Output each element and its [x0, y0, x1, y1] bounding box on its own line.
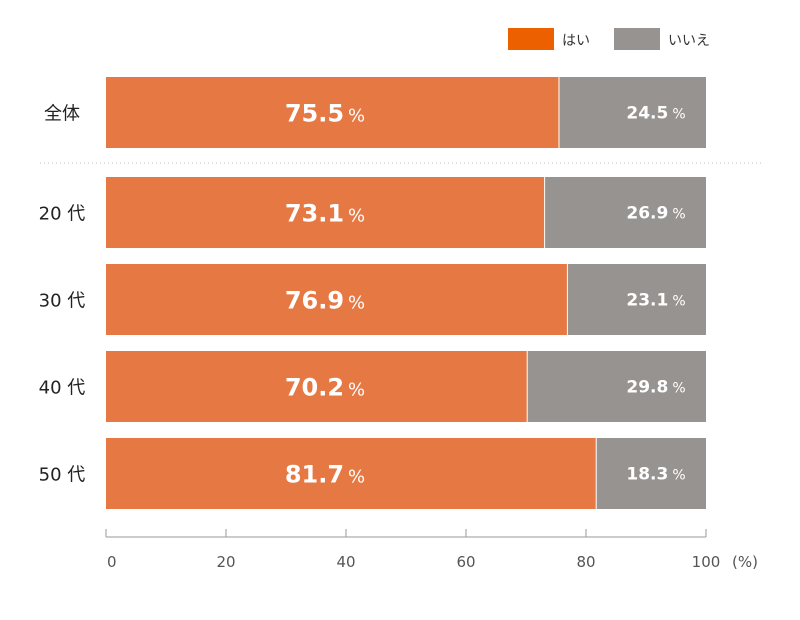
category-label: 20 代 — [39, 204, 86, 225]
data-label-yes: 73.1% — [285, 200, 365, 228]
x-tick-label: 100 — [692, 553, 721, 571]
data-label-no: 18.3% — [626, 465, 685, 485]
bar-yes — [106, 77, 559, 148]
x-tick-label: 20 — [216, 553, 235, 571]
category-label: 40 代 — [39, 378, 86, 399]
bar-no — [527, 351, 706, 422]
data-label-yes: 76.9% — [285, 287, 365, 315]
category-label: 全体 — [44, 104, 80, 125]
data-label-no: 24.5% — [626, 104, 685, 124]
data-label-yes: 75.5% — [285, 100, 365, 128]
bar-no — [567, 264, 706, 335]
legend-swatch-no — [614, 28, 660, 50]
x-tick-label: 80 — [576, 553, 595, 571]
x-unit-label: (%) — [732, 553, 758, 571]
bar-yes — [106, 351, 528, 422]
data-label-no: 23.1% — [626, 291, 685, 311]
legend-label-no: いいえ — [668, 33, 710, 49]
bar-yes — [106, 264, 568, 335]
data-label-yes: 81.7% — [285, 461, 365, 489]
legend: はい いいえ — [508, 28, 710, 50]
bar-yes — [106, 177, 545, 248]
bars-group: 全体 75.5% 24.5 % 20 代 73.1% 26.9 % 30 代 76.9% 23.1%… — [39, 77, 706, 509]
legend-swatch-yes — [508, 28, 554, 50]
bar-yes — [106, 438, 597, 509]
category-label: 30 代 — [39, 291, 86, 312]
data-label-no: 26.9% — [626, 204, 685, 224]
bar-no — [596, 438, 706, 509]
x-axis: 0 20 40 60 80 100 (%) — [105, 529, 758, 571]
x-tick-label: 0 — [107, 553, 117, 571]
x-tick-label: 40 — [336, 553, 355, 571]
data-label-no: 29.8% — [626, 378, 685, 398]
data-label-yes: 70.2% — [285, 374, 365, 402]
bar-no — [559, 77, 706, 148]
bar-no — [544, 177, 706, 248]
x-tick-label: 60 — [456, 553, 475, 571]
legend-label-yes: はい — [562, 33, 590, 49]
category-label: 50 代 — [39, 465, 86, 486]
